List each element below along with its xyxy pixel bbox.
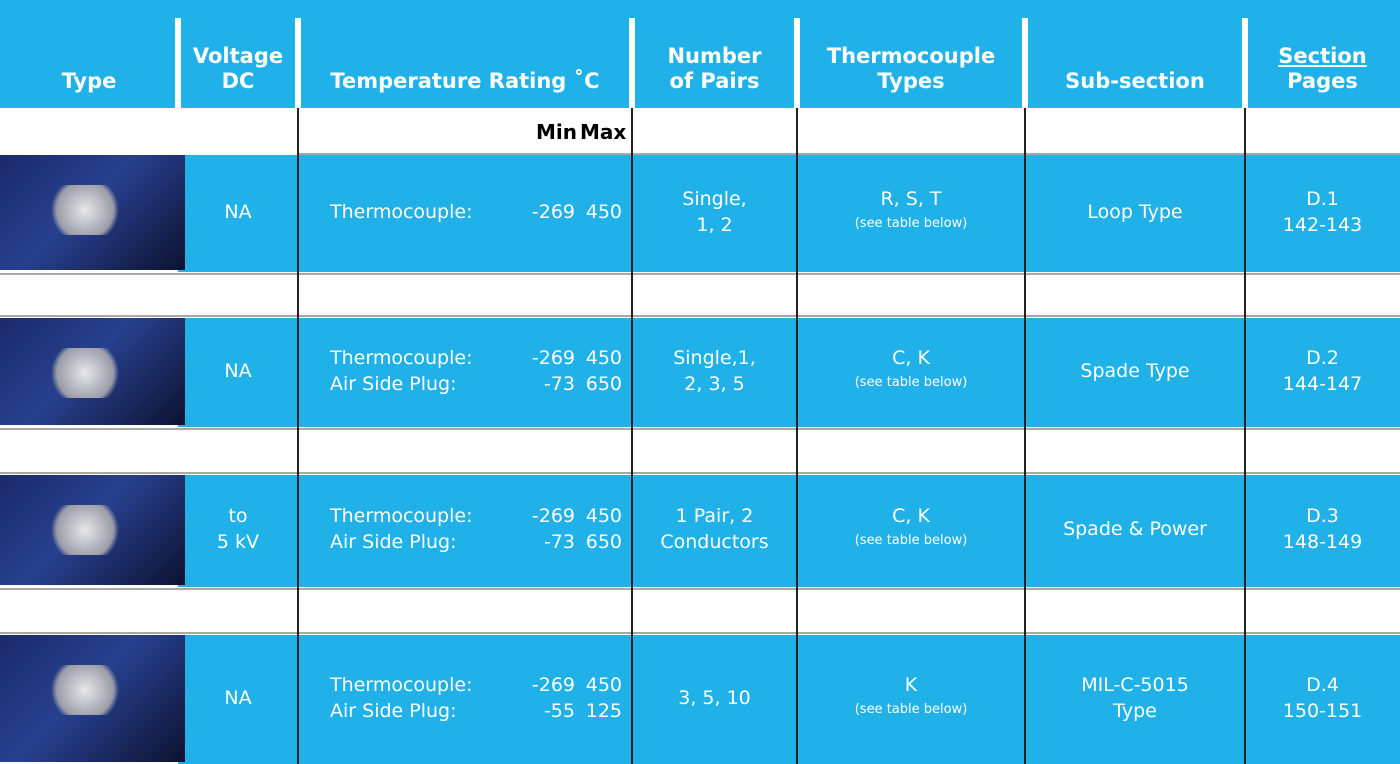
product-image xyxy=(0,155,185,270)
row-divider xyxy=(0,315,1400,317)
pairs: Single,1, xyxy=(673,346,756,369)
voltage: NA xyxy=(224,686,252,709)
rating-min: -55 xyxy=(543,699,575,722)
header-text: Voltage xyxy=(192,44,284,68)
rating-max: 450 xyxy=(585,505,622,527)
subheader-min: Min xyxy=(536,120,577,144)
row-divider xyxy=(0,588,1400,590)
tc-types: R, S, T xyxy=(880,187,942,210)
row-divider xyxy=(0,632,1400,634)
rating-min: -269 xyxy=(531,673,575,696)
column-line xyxy=(297,108,299,764)
pairs: 1, 2 xyxy=(696,213,733,236)
header-separator xyxy=(629,18,635,108)
pairs: 2, 3, 5 xyxy=(684,372,745,395)
rating-min: -73 xyxy=(543,531,575,553)
header-text: Section xyxy=(1278,44,1367,68)
rating-label: Air Side Plug: xyxy=(330,699,457,722)
section: D.3 xyxy=(1306,505,1339,527)
row-divider xyxy=(0,472,1400,474)
section: D.4 xyxy=(1306,673,1339,696)
voltage: 5 kV xyxy=(216,531,260,553)
header-band xyxy=(0,0,1400,108)
row-band xyxy=(178,475,1400,587)
rating-label: Thermocouple: xyxy=(330,200,473,223)
rating-max: 125 xyxy=(585,699,622,722)
rating-max: 650 xyxy=(585,531,622,553)
header-text: Temperature Rating ˚C xyxy=(330,69,600,93)
product-image xyxy=(0,635,185,762)
header-separator xyxy=(1242,18,1248,108)
row-divider xyxy=(0,273,1400,275)
header-separator xyxy=(295,18,301,108)
header-separator xyxy=(175,18,181,108)
tc-note: (see table below) xyxy=(854,701,968,717)
subsection: Type xyxy=(1113,699,1157,722)
header-text: DC xyxy=(221,69,255,93)
voltage: NA xyxy=(224,200,252,223)
pairs: Single, xyxy=(682,187,747,210)
tc-types: C, K xyxy=(892,505,930,527)
subheader-max: Max xyxy=(580,120,627,144)
row-band xyxy=(178,318,1400,427)
pairs: 3, 5, 10 xyxy=(678,686,751,709)
rating-label: Thermocouple: xyxy=(330,346,473,369)
rating-min: -269 xyxy=(531,505,575,527)
row-divider xyxy=(298,153,1400,155)
section: D.2 xyxy=(1306,346,1339,369)
rating-label: Thermocouple: xyxy=(330,505,473,527)
header-text: Types xyxy=(877,69,945,93)
rating-max: 450 xyxy=(585,673,622,696)
product-image xyxy=(0,318,185,425)
header-separator xyxy=(794,18,800,108)
header-text: Type xyxy=(61,69,117,93)
section: D.1 xyxy=(1306,187,1339,210)
pages: 150-151 xyxy=(1282,699,1363,722)
subsection: Spade & Power xyxy=(1063,518,1207,540)
pairs: 1 Pair, 2 xyxy=(675,505,754,527)
pages: 142-143 xyxy=(1282,213,1363,236)
column-line xyxy=(796,108,798,764)
rating-max: 650 xyxy=(585,372,622,395)
pages: 144-147 xyxy=(1282,372,1363,395)
pairs: Conductors xyxy=(660,531,769,553)
voltage: NA xyxy=(224,359,252,382)
product-image xyxy=(0,475,185,585)
header-separator xyxy=(1022,18,1028,108)
row-band xyxy=(178,635,1400,764)
column-line xyxy=(1024,108,1026,764)
row-divider xyxy=(0,428,1400,430)
header-text: Number xyxy=(667,44,762,68)
header-text: Sub-section xyxy=(1065,69,1205,93)
tc-types: K xyxy=(904,673,918,696)
rating-label: Thermocouple: xyxy=(330,673,473,696)
column-line xyxy=(1244,108,1246,764)
rating-max: 450 xyxy=(585,200,622,223)
subsection: Spade Type xyxy=(1080,359,1190,382)
row-band xyxy=(178,155,1400,272)
rating-label: Air Side Plug: xyxy=(330,531,457,553)
rating-min: -269 xyxy=(531,346,575,369)
tc-note: (see table below) xyxy=(854,215,968,231)
subsection: Loop Type xyxy=(1087,200,1183,223)
tc-types: C, K xyxy=(892,346,930,369)
column-line xyxy=(631,108,633,764)
rating-label: Air Side Plug: xyxy=(330,372,457,395)
header-text: Thermocouple xyxy=(826,44,996,68)
rating-max: 450 xyxy=(585,346,622,369)
rating-min: -73 xyxy=(543,372,575,395)
tc-note: (see table below) xyxy=(854,374,968,390)
header-text: of Pairs xyxy=(669,69,760,93)
header-text: Pages xyxy=(1287,69,1358,93)
pages: 148-149 xyxy=(1282,531,1363,553)
voltage: to xyxy=(228,505,248,527)
rating-min: -269 xyxy=(531,200,575,223)
tc-note: (see table below) xyxy=(854,533,968,548)
subsection: MIL-C-5015 xyxy=(1081,673,1189,696)
